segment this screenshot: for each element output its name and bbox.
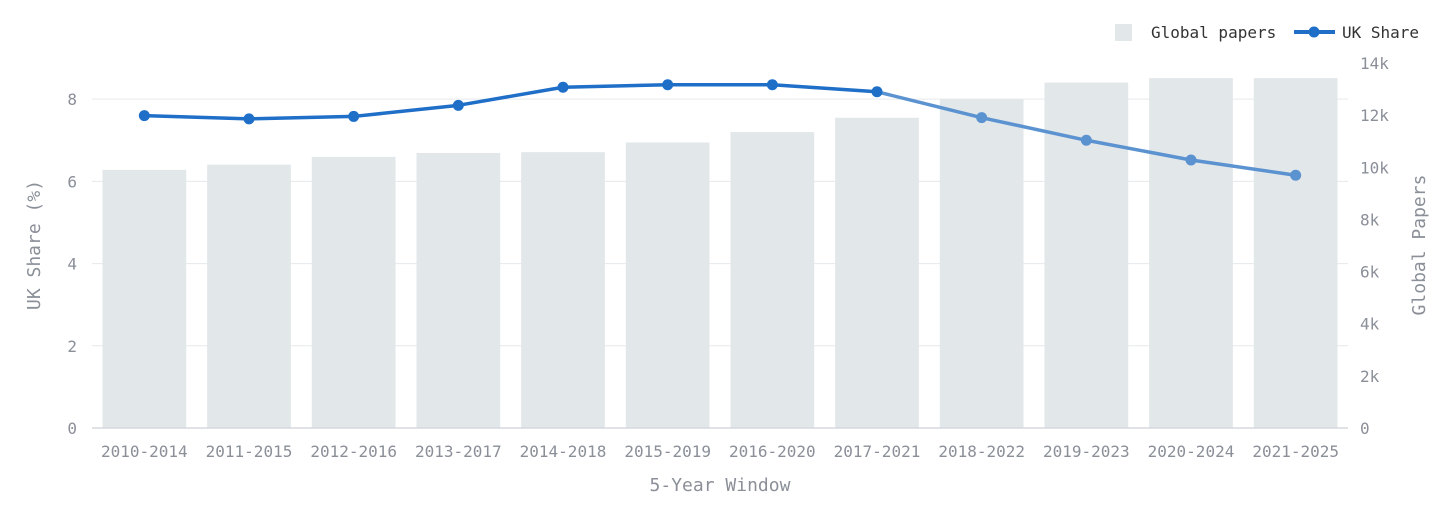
bar-global-papers[interactable] — [1253, 78, 1338, 428]
bar-global-papers[interactable] — [102, 169, 187, 428]
legend-swatch-global-papers — [1115, 24, 1132, 41]
left-y-tick-label: 4 — [67, 255, 77, 274]
x-axis-title: 5-Year Window — [650, 475, 791, 496]
x-tick-label: 2017-2021 — [834, 442, 921, 461]
x-axis-ticks: 2010-2014 2011-2015 2012-2016 2013-2017 2014… — [101, 442, 1339, 461]
right-y-tick-label: 10k — [1360, 158, 1389, 177]
x-tick-label: 2019-2023 — [1043, 442, 1130, 461]
point-uk-share[interactable] — [766, 79, 778, 91]
right-y-tick-label: 2k — [1360, 367, 1380, 386]
right-y-tick-label: 12k — [1360, 106, 1389, 125]
x-tick-label: 2015-2019 — [624, 442, 711, 461]
line-segment-uk-share — [875, 90, 984, 120]
right-y-tick-label: 4k — [1360, 315, 1380, 334]
bars — [102, 78, 1338, 429]
point-uk-share[interactable] — [1185, 154, 1197, 166]
legend-item-uk-share[interactable]: UK Share — [1294, 23, 1419, 42]
x-tick-label: 2021-2025 — [1252, 442, 1339, 461]
legend-item-global-papers[interactable]: Global papers — [1115, 23, 1276, 42]
bar-global-papers[interactable] — [311, 156, 396, 428]
right-y-tick-label: 8k — [1360, 210, 1380, 229]
line-segment-uk-share — [1084, 138, 1193, 162]
bar-global-papers[interactable] — [207, 164, 291, 428]
point-uk-share[interactable] — [976, 112, 988, 124]
line-segment-uk-share — [247, 114, 356, 121]
uk-share-line — [138, 79, 1302, 181]
legend[interactable]: Global papers UK Share — [1115, 23, 1419, 42]
point-uk-share[interactable] — [138, 110, 150, 122]
right-y-tick-label: 0 — [1360, 419, 1370, 438]
left-y-axis-title: UK Share (%) — [24, 180, 45, 310]
point-uk-share[interactable] — [557, 81, 569, 93]
line-segment-uk-share — [979, 115, 1089, 143]
bar-global-papers[interactable] — [416, 152, 501, 429]
x-tick-label: 2014-2018 — [520, 442, 607, 461]
bar-global-papers[interactable] — [939, 99, 1024, 429]
gridlines — [92, 98, 1348, 347]
point-uk-share[interactable] — [871, 86, 883, 98]
point-uk-share[interactable] — [452, 99, 464, 111]
line-segment-uk-share — [142, 113, 251, 121]
right-y-axis-ticks: 0 2k 4k 6k 8k 10k 12k 14k — [1360, 54, 1389, 438]
line-segment-uk-share — [770, 83, 879, 94]
point-uk-share[interactable] — [1290, 169, 1302, 181]
point-uk-share[interactable] — [662, 79, 674, 91]
left-y-tick-label: 6 — [67, 172, 77, 191]
bar-global-papers[interactable] — [1149, 78, 1233, 428]
bar-global-papers[interactable] — [521, 152, 605, 428]
point-uk-share[interactable] — [1080, 134, 1092, 146]
right-y-tick-label: 14k — [1360, 54, 1389, 73]
line-segment-uk-share — [561, 83, 670, 90]
legend-label-global-papers: Global papers — [1151, 23, 1276, 42]
point-uk-share[interactable] — [243, 113, 255, 125]
left-y-tick-label: 2 — [67, 337, 77, 356]
x-tick-label: 2011-2015 — [206, 442, 293, 461]
x-tick-label: 2010-2014 — [101, 442, 188, 461]
x-tick-label: 2016-2020 — [729, 442, 816, 461]
line-segment-uk-share — [456, 85, 565, 108]
right-y-tick-label: 6k — [1360, 263, 1380, 282]
line-segment-uk-share — [1189, 158, 1298, 177]
legend-swatch-uk-share-marker — [1308, 26, 1320, 38]
x-tick-label: 2012-2016 — [310, 442, 397, 461]
left-y-tick-label: 0 — [67, 419, 77, 438]
point-uk-share[interactable] — [348, 110, 360, 122]
x-tick-label: 2020-2024 — [1148, 442, 1235, 461]
legend-label-uk-share: UK Share — [1342, 23, 1419, 42]
line-segment-uk-share — [351, 103, 461, 119]
x-tick-label: 2013-2017 — [415, 442, 502, 461]
left-y-axis-ticks: 0 2 4 6 8 — [67, 90, 77, 438]
left-y-tick-label: 8 — [67, 90, 77, 109]
bar-global-papers[interactable] — [730, 132, 815, 428]
right-y-axis-title: Global Papers — [1409, 175, 1430, 316]
bar-global-papers[interactable] — [625, 142, 710, 428]
x-tick-label: 2018-2022 — [938, 442, 1025, 461]
bar-global-papers[interactable] — [835, 117, 919, 428]
